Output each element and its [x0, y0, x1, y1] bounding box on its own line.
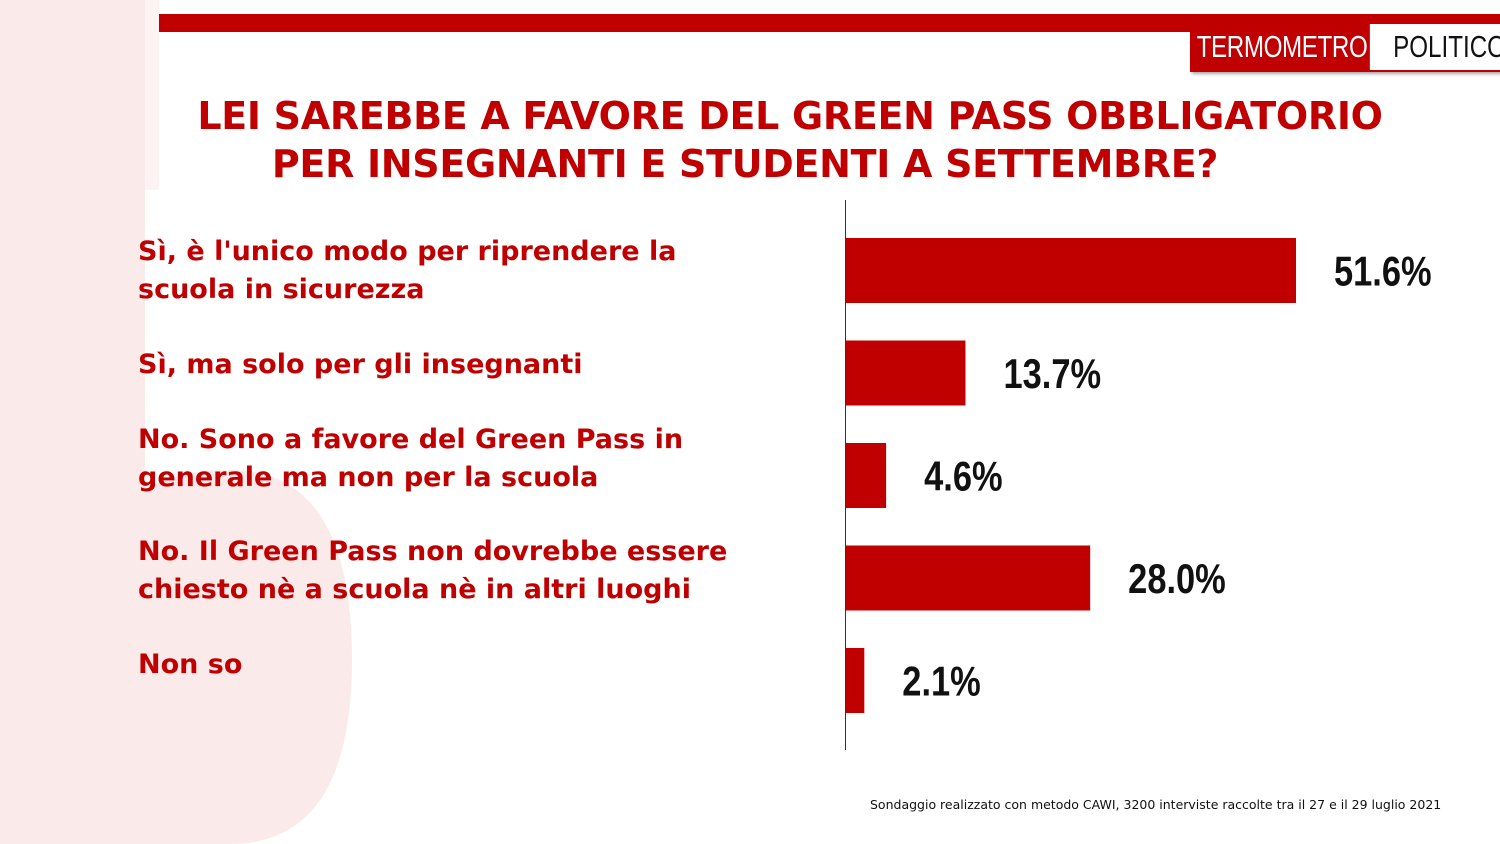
category-label-3-line-2: generale ma non per la scuola	[138, 462, 599, 493]
logo-text-termometro: TERMOMETRO	[1192, 24, 1370, 70]
survey-footnote: Sondaggio realizzato con metodo CAWI, 32…	[870, 797, 1442, 812]
category-label-5-line-1: Non so	[138, 649, 243, 680]
category-label-3: No. Sono a favore del Green Pass in gene…	[138, 421, 798, 497]
chart-title-line-1: LEI SAREBBE A FAVORE DEL GREEN PASS OBBL…	[197, 94, 1383, 138]
category-label-1-line-2: scuola in sicurezza	[138, 274, 425, 305]
category-label-1: Sì, è l'unico modo per riprendere la scu…	[138, 233, 798, 309]
category-label-5: Non so	[138, 646, 798, 684]
category-label-4-line-2: chiesto nè a scuola nè in altri luoghi	[138, 574, 691, 605]
logo-text-politico: POLITICO	[1392, 29, 1500, 64]
bar-2	[846, 340, 966, 406]
top-red-bar	[0, 14, 1500, 32]
category-label-4: No. Il Green Pass non dovrebbe essere ch…	[138, 533, 798, 609]
bar-value-label-1: 51.6%	[1334, 248, 1432, 295]
category-label-1-line-1: Sì, è l'unico modo per riprendere la	[138, 236, 677, 267]
category-label-2: Sì, ma solo per gli insegnanti	[138, 346, 798, 384]
bar-value-label-4: 28.0%	[1128, 556, 1226, 603]
bar-4	[846, 545, 1091, 611]
category-label-2-line-1: Sì, ma solo per gli insegnanti	[138, 349, 583, 380]
category-label-4-line-1: No. Il Green Pass non dovrebbe essere	[138, 536, 728, 567]
category-label-3-line-1: No. Sono a favore del Green Pass in	[138, 424, 684, 455]
bar-value-label-3: 4.6%	[924, 453, 1002, 500]
bar-3	[846, 443, 887, 508]
chart-title-line-2: PER INSEGNANTI E STUDENTI A SETTEMBRE?	[271, 142, 1219, 186]
termometro-politico-logo: TERMOMETRO POLITICO	[1190, 22, 1500, 72]
bar-1	[846, 238, 1296, 303]
bar-5	[846, 648, 865, 713]
chart-title: LEI SAREBBE A FAVORE DEL GREEN PASS OBBL…	[110, 92, 1470, 188]
bar-value-label-5: 2.1%	[902, 658, 980, 705]
background-logo-watermark	[0, 0, 352, 844]
bar-value-label-2: 13.7%	[1003, 351, 1101, 398]
